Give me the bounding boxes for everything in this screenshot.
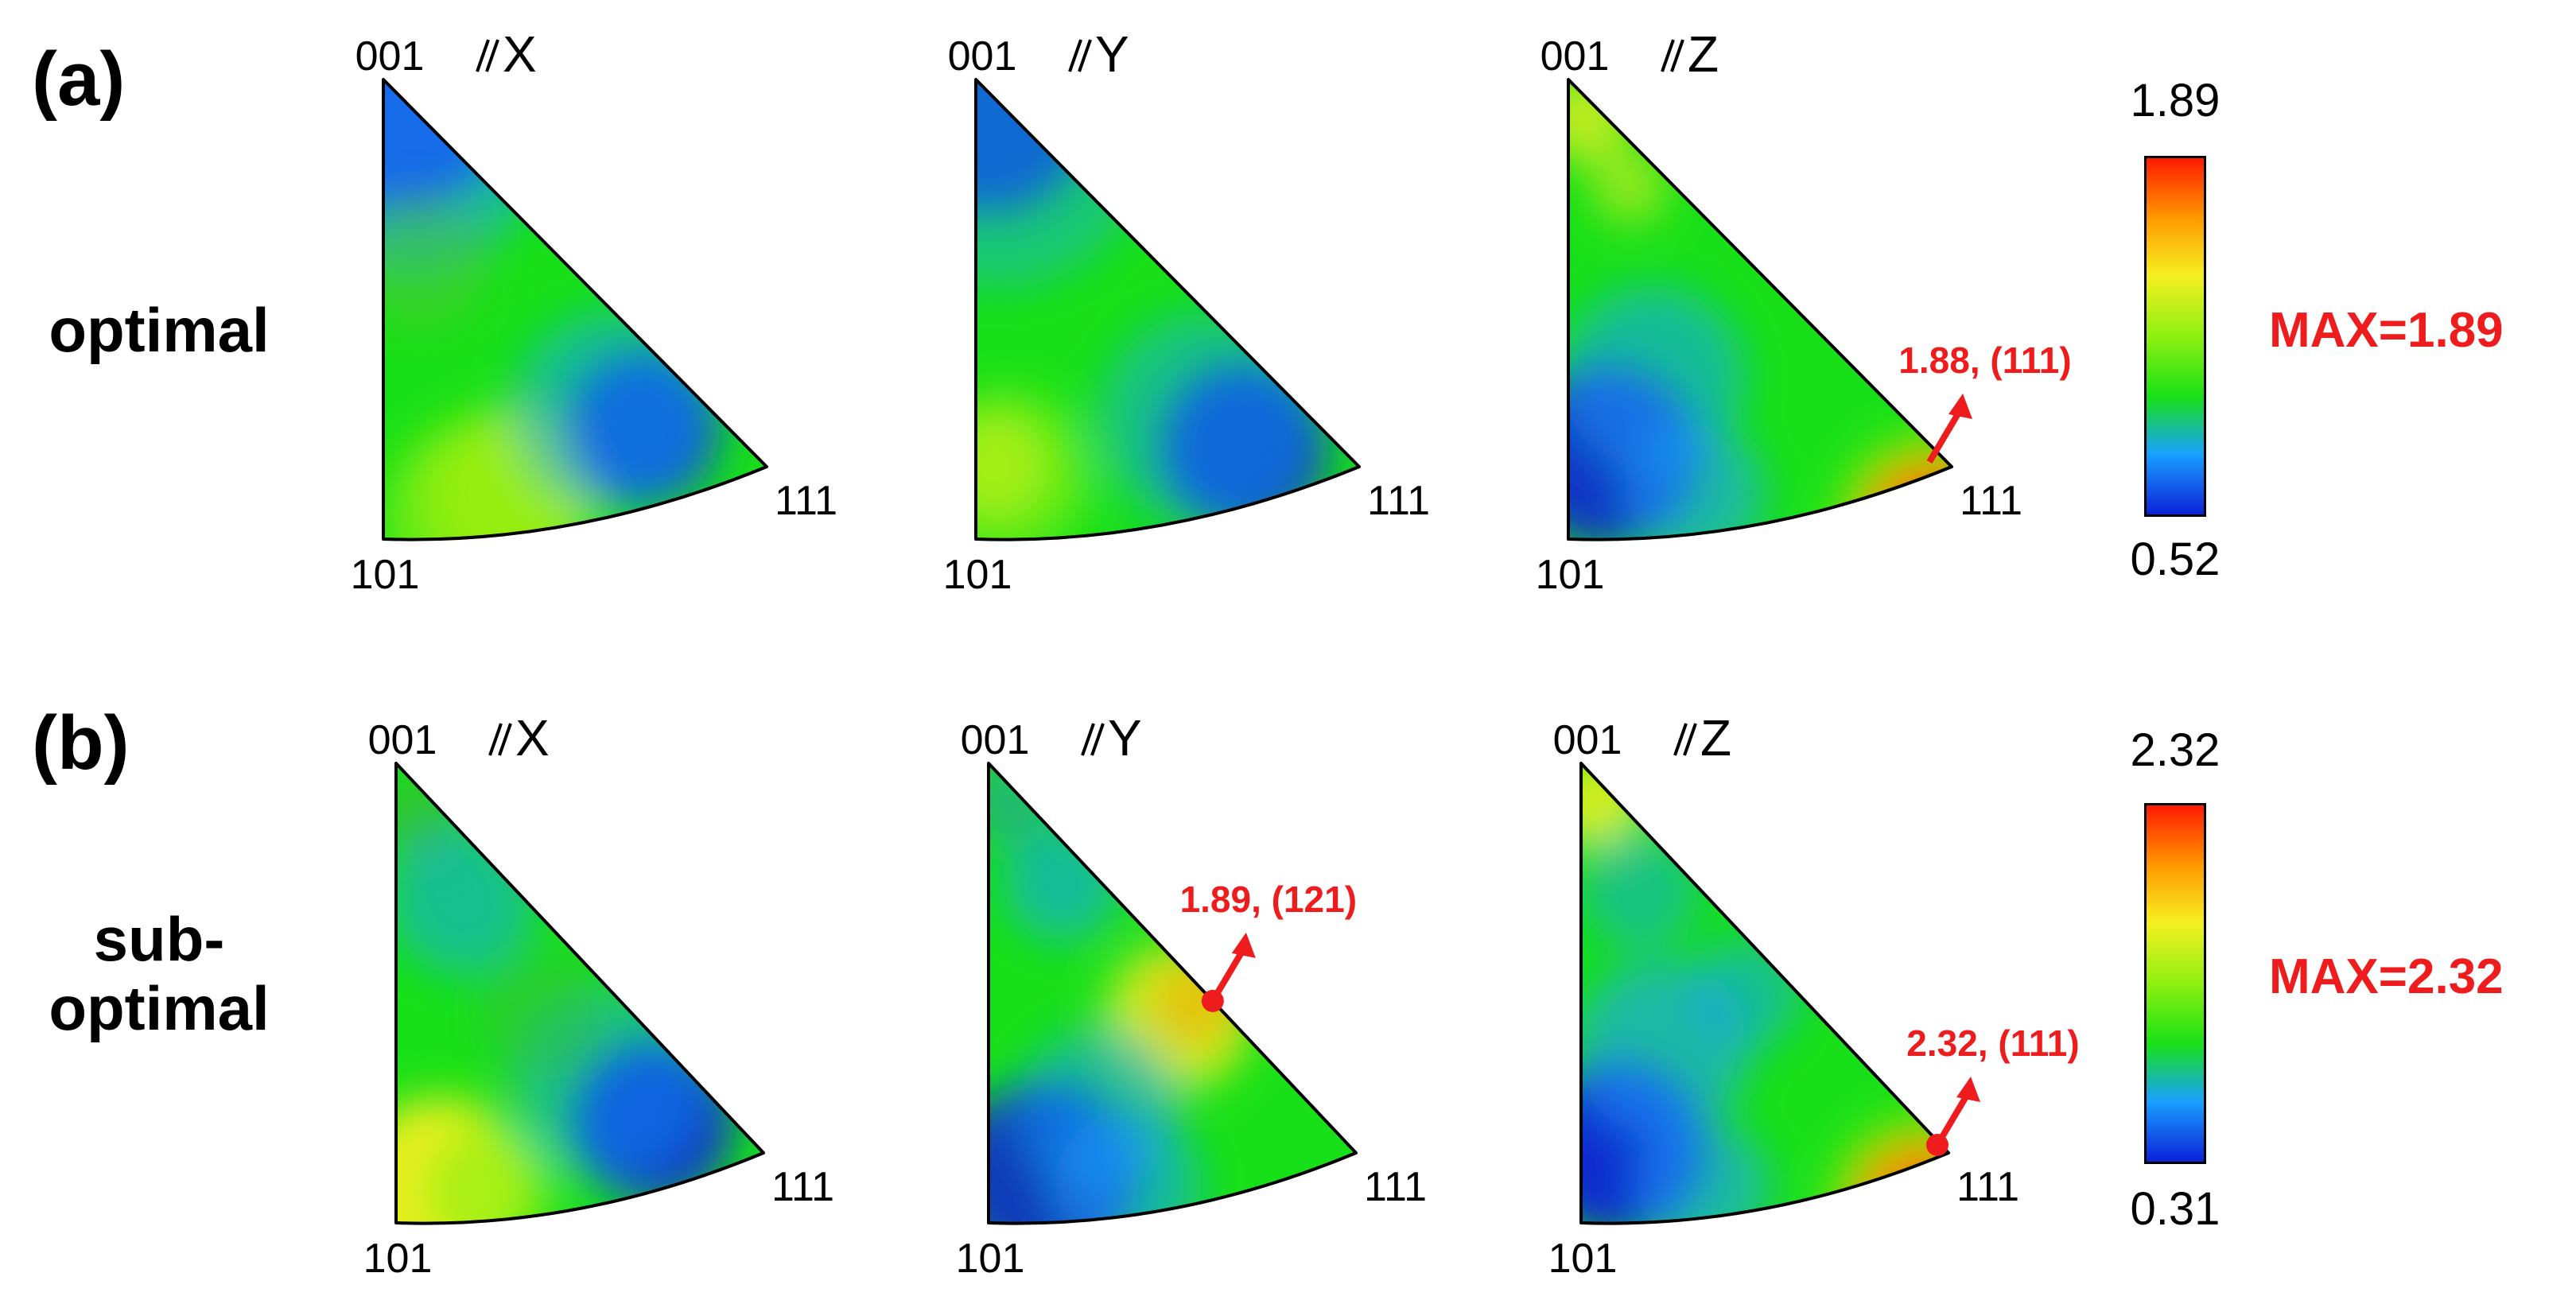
corner-label-111: 111 [1364,1164,1427,1210]
panel-label-b: (b) [32,700,130,786]
row-label-sub-optimal: sub- optimal [16,904,302,1044]
parallel-mark [488,723,503,756]
annotation-arrow [1934,1092,1971,1147]
parallel-mark [1078,39,1092,72]
ipf-density-blob [422,1124,554,1224]
corner-label-101: 101 [351,552,420,598]
ipf-density-blob [1636,1120,1769,1224]
ipf-density-blob [1691,937,1802,1049]
ipf-density-blob [1581,832,1699,951]
ipf-density-blob [1581,763,1644,848]
panel-label-a: (a) [32,37,126,122]
ipf-density-blob [1591,146,1669,224]
ipf-triangle-optimal-z: 001 101 111 Z 1.88, (111) [1536,25,2072,598]
parallel-mark [498,723,512,756]
annotation-arrowhead [1956,1077,1980,1102]
ipf-triangle-optimal-y: 001 101 111 Y [943,25,1430,598]
corner-label-001: 001 [948,33,1017,80]
ipf-fill [383,80,767,540]
corner-label-101: 101 [956,1236,1025,1282]
corner-label-001: 001 [1553,717,1622,763]
ipf-fill [976,80,1359,540]
ipf-density-blob [976,80,1152,289]
parallel-mark [1068,39,1082,72]
corner-label-101: 101 [1536,552,1605,598]
corner-label-101: 101 [363,1236,433,1282]
colorbar-optimal [2144,156,2206,517]
ipf-density-blob [1055,1112,1202,1224]
parallel-mark [485,39,499,72]
direction-label: X [503,25,537,83]
parallel-mark [1661,39,1675,72]
direction-label: X [515,709,550,766]
corner-label-101: 101 [1548,1236,1618,1282]
annotation-label: 2.32, (111) [1906,1023,2079,1064]
corner-label-111: 111 [771,1164,834,1210]
ipf-density-blob [396,828,536,975]
direction-label: Y [1108,709,1142,766]
row-label-line: optimal [49,295,270,365]
ipf-density-blob [976,390,1091,540]
direction-label: Z [1688,25,1719,83]
ipf-density-blob [1568,80,1630,163]
ipf-density-blob [383,420,575,540]
direction-label: Y [1095,25,1129,83]
corner-label-001: 001 [961,717,1030,763]
parallel-mark [1090,723,1105,756]
parallel-mark [1670,39,1684,72]
ipf-density-blob [476,949,609,1083]
ipf-triangle-outline [1579,762,1950,1225]
corner-label-101: 101 [943,552,1012,598]
row-label-line: optimal [49,973,270,1044]
corner-label-001: 001 [368,717,437,763]
ipf-triangle-optimal-x: 001 101 111 X [351,25,837,598]
ipf-triangle-suboptimal-x: 001 101 111 X [363,709,834,1282]
ipf-triangle-outline [394,762,765,1225]
ipf-triangle-outline [987,762,1358,1225]
ipf-density-blob [1855,453,1952,540]
ipf-density-blob [383,194,491,332]
parallel-mark [1081,723,1095,756]
annotation-arrow [1210,948,1246,1003]
colorbar-suboptimal [2144,803,2206,1164]
max-label-suboptimal: MAX=2.32 [2269,949,2504,1004]
row-label-optimal: optimal [16,295,302,365]
colorbar-max-suboptimal: 2.32 [2130,724,2220,776]
annotation-arrowhead [1949,394,1972,419]
corner-label-111: 111 [1367,478,1430,524]
corner-label-111: 111 [1956,1164,2019,1210]
annotation-arrowhead [1231,932,1256,958]
ipf-density-blob [383,80,556,270]
colorbar-max-optimal: 1.89 [2130,75,2220,126]
ipf-density-blob [1626,424,1764,540]
ipf-fill [396,763,763,1224]
ipf-triangle-outline [1567,78,1953,541]
colorbar-min-optimal: 0.52 [2130,534,2220,585]
ipf-density-blob [513,310,713,510]
annotation-arrow [1926,409,1963,464]
ipf-fill [989,763,1356,1224]
row-label-line: sub- [93,904,225,974]
ipf-density-blob [1568,286,1745,471]
ipf-density-blob [1150,958,1239,1046]
ipf-triangle-suboptimal-y: 001 101 111 Y 1.89, (121) [956,709,1427,1282]
corner-label-001: 001 [1541,33,1610,80]
corner-label-001: 001 [356,33,425,80]
parallel-mark [1683,723,1697,756]
annotation-label: 1.88, (111) [1898,340,2071,381]
max-label-optimal: MAX=1.89 [2269,303,2504,358]
colorbar-min-suboptimal: 0.31 [2130,1183,2220,1235]
ipf-triangle-outline [382,78,768,541]
parallel-mark [1673,723,1688,756]
annotation-label: 1.89, (121) [1180,879,1357,920]
corner-label-111: 111 [775,478,837,524]
direction-label: Z [1700,709,1731,766]
corner-label-111: 111 [1960,478,2022,524]
ipf-triangle-outline [974,78,1361,541]
ipf-triangle-suboptimal-z: 001 101 111 Z 2.32, (111) [1548,709,2080,1282]
parallel-mark [476,39,490,72]
